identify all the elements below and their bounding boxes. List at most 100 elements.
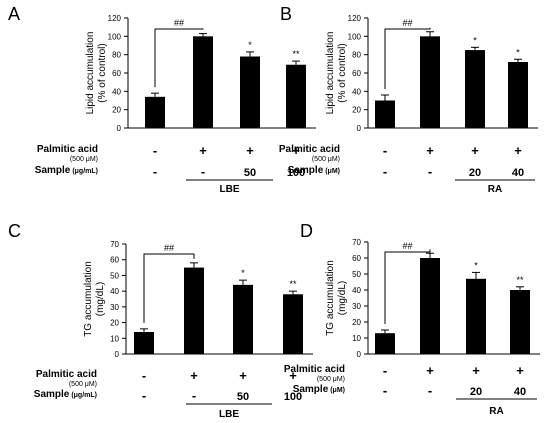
bar [193, 36, 213, 129]
significance-marker: * [474, 260, 478, 270]
row-value: + [514, 143, 522, 158]
y-axis-title: (% of control) [337, 43, 348, 102]
row-value: 100 [284, 391, 302, 403]
y-tick-label: 40 [352, 87, 361, 96]
group-label: LBE [220, 184, 240, 195]
row-value: - [192, 388, 196, 403]
y-tick-label: 30 [352, 302, 361, 311]
row-value: - [383, 383, 387, 398]
y-axis-title: Lipid accumulation [85, 32, 96, 115]
row-value: 100 [287, 167, 305, 179]
row-value: - [383, 363, 387, 378]
bar [508, 62, 528, 128]
chart-panel-b: B 0 20 40 60 80 100 120 Lipid accumulation (% of … [279, 4, 538, 195]
y-axis-title: (mg/dL) [337, 281, 348, 315]
significance-bracket [154, 28, 204, 88]
y-tick-label: 20 [112, 106, 121, 115]
panel-letter: B [280, 4, 292, 24]
bracket-label: ## [402, 241, 412, 251]
panel-letter: A [8, 4, 20, 24]
row-value: + [472, 363, 480, 378]
row-sublabel: (500 μM) [317, 376, 345, 383]
row-label: Sample (μg/mL) [34, 389, 97, 400]
row-value: + [426, 363, 434, 378]
group-label: LBE [219, 409, 239, 420]
significance-marker: * [516, 47, 520, 57]
y-tick-label: 70 [352, 238, 361, 247]
bar [233, 284, 253, 354]
row-value: - [142, 388, 146, 403]
bar [283, 294, 303, 354]
row-value: + [289, 368, 297, 383]
y-tick-label: 20 [352, 318, 361, 327]
y-tick-label: 70 [110, 240, 119, 249]
y-tick-label: 0 [357, 350, 362, 359]
y-tick-label: 120 [348, 14, 362, 23]
y-tick-label: 60 [352, 69, 361, 78]
y-tick-label: 20 [352, 106, 361, 115]
y-tick-label: 60 [352, 254, 361, 263]
y-tick-label: 0 [117, 124, 122, 133]
row-value: 20 [470, 386, 482, 398]
y-tick-label: 30 [110, 303, 119, 312]
panel-letter: C [8, 221, 21, 241]
group-label: RA [489, 406, 503, 417]
row-value: 40 [514, 386, 526, 398]
row-value: 50 [237, 391, 249, 403]
y-tick-label: 0 [115, 350, 120, 359]
row-sublabel: (500 μM) [312, 156, 340, 163]
bar [420, 258, 440, 354]
row-value: - [201, 164, 205, 179]
y-axis-title: TG accumulation [83, 261, 94, 337]
y-tick-label: 100 [348, 32, 362, 41]
bar [375, 333, 395, 354]
row-unit: (μg/mL) [69, 392, 97, 399]
bar [184, 267, 204, 354]
y-tick-label: 120 [108, 14, 122, 23]
row-value: - [428, 383, 432, 398]
y-tick-label: 0 [357, 124, 362, 133]
y-tick-label: 40 [352, 286, 361, 295]
bracket-label: ## [174, 18, 184, 28]
row-unit: (μg/mL) [70, 168, 98, 175]
row-value: + [426, 143, 434, 158]
y-axis-title: (mg/dL) [95, 282, 106, 316]
y-tick-label: 10 [352, 334, 361, 343]
significance-bracket [384, 27, 431, 89]
y-tick-label: 100 [108, 32, 122, 41]
bar [466, 278, 486, 354]
row-value: + [516, 363, 524, 378]
row-value: 50 [244, 167, 256, 179]
y-tick-label: 10 [110, 334, 119, 343]
y-tick-label: 40 [112, 87, 121, 96]
row-value: + [190, 368, 198, 383]
group-label: RA [488, 184, 502, 195]
row-label: Palmitic acid [279, 144, 340, 155]
bar [510, 290, 530, 354]
y-tick-label: 50 [110, 271, 119, 280]
significance-bracket [143, 253, 195, 323]
significance-bracket [384, 249, 431, 324]
row-value: - [142, 368, 146, 383]
bar [145, 96, 165, 128]
row-value: + [246, 143, 254, 158]
row-value: + [292, 143, 300, 158]
y-tick-label: 40 [110, 287, 119, 296]
significance-marker: * [473, 35, 477, 45]
bar [465, 50, 485, 129]
y-axis-title: TG accumulation [325, 260, 336, 336]
row-value: 20 [469, 167, 481, 179]
row-value: - [383, 143, 387, 158]
y-tick-label: 50 [352, 270, 361, 279]
bar [134, 332, 154, 354]
y-tick-label: 80 [352, 51, 361, 60]
row-value: + [471, 143, 479, 158]
bracket-label: ## [164, 243, 174, 253]
bar [420, 36, 440, 129]
significance-marker: * [248, 40, 252, 50]
row-unit: (μM) [323, 168, 340, 175]
row-label: Sample (μg/mL) [35, 165, 98, 176]
row-value: + [239, 368, 247, 383]
